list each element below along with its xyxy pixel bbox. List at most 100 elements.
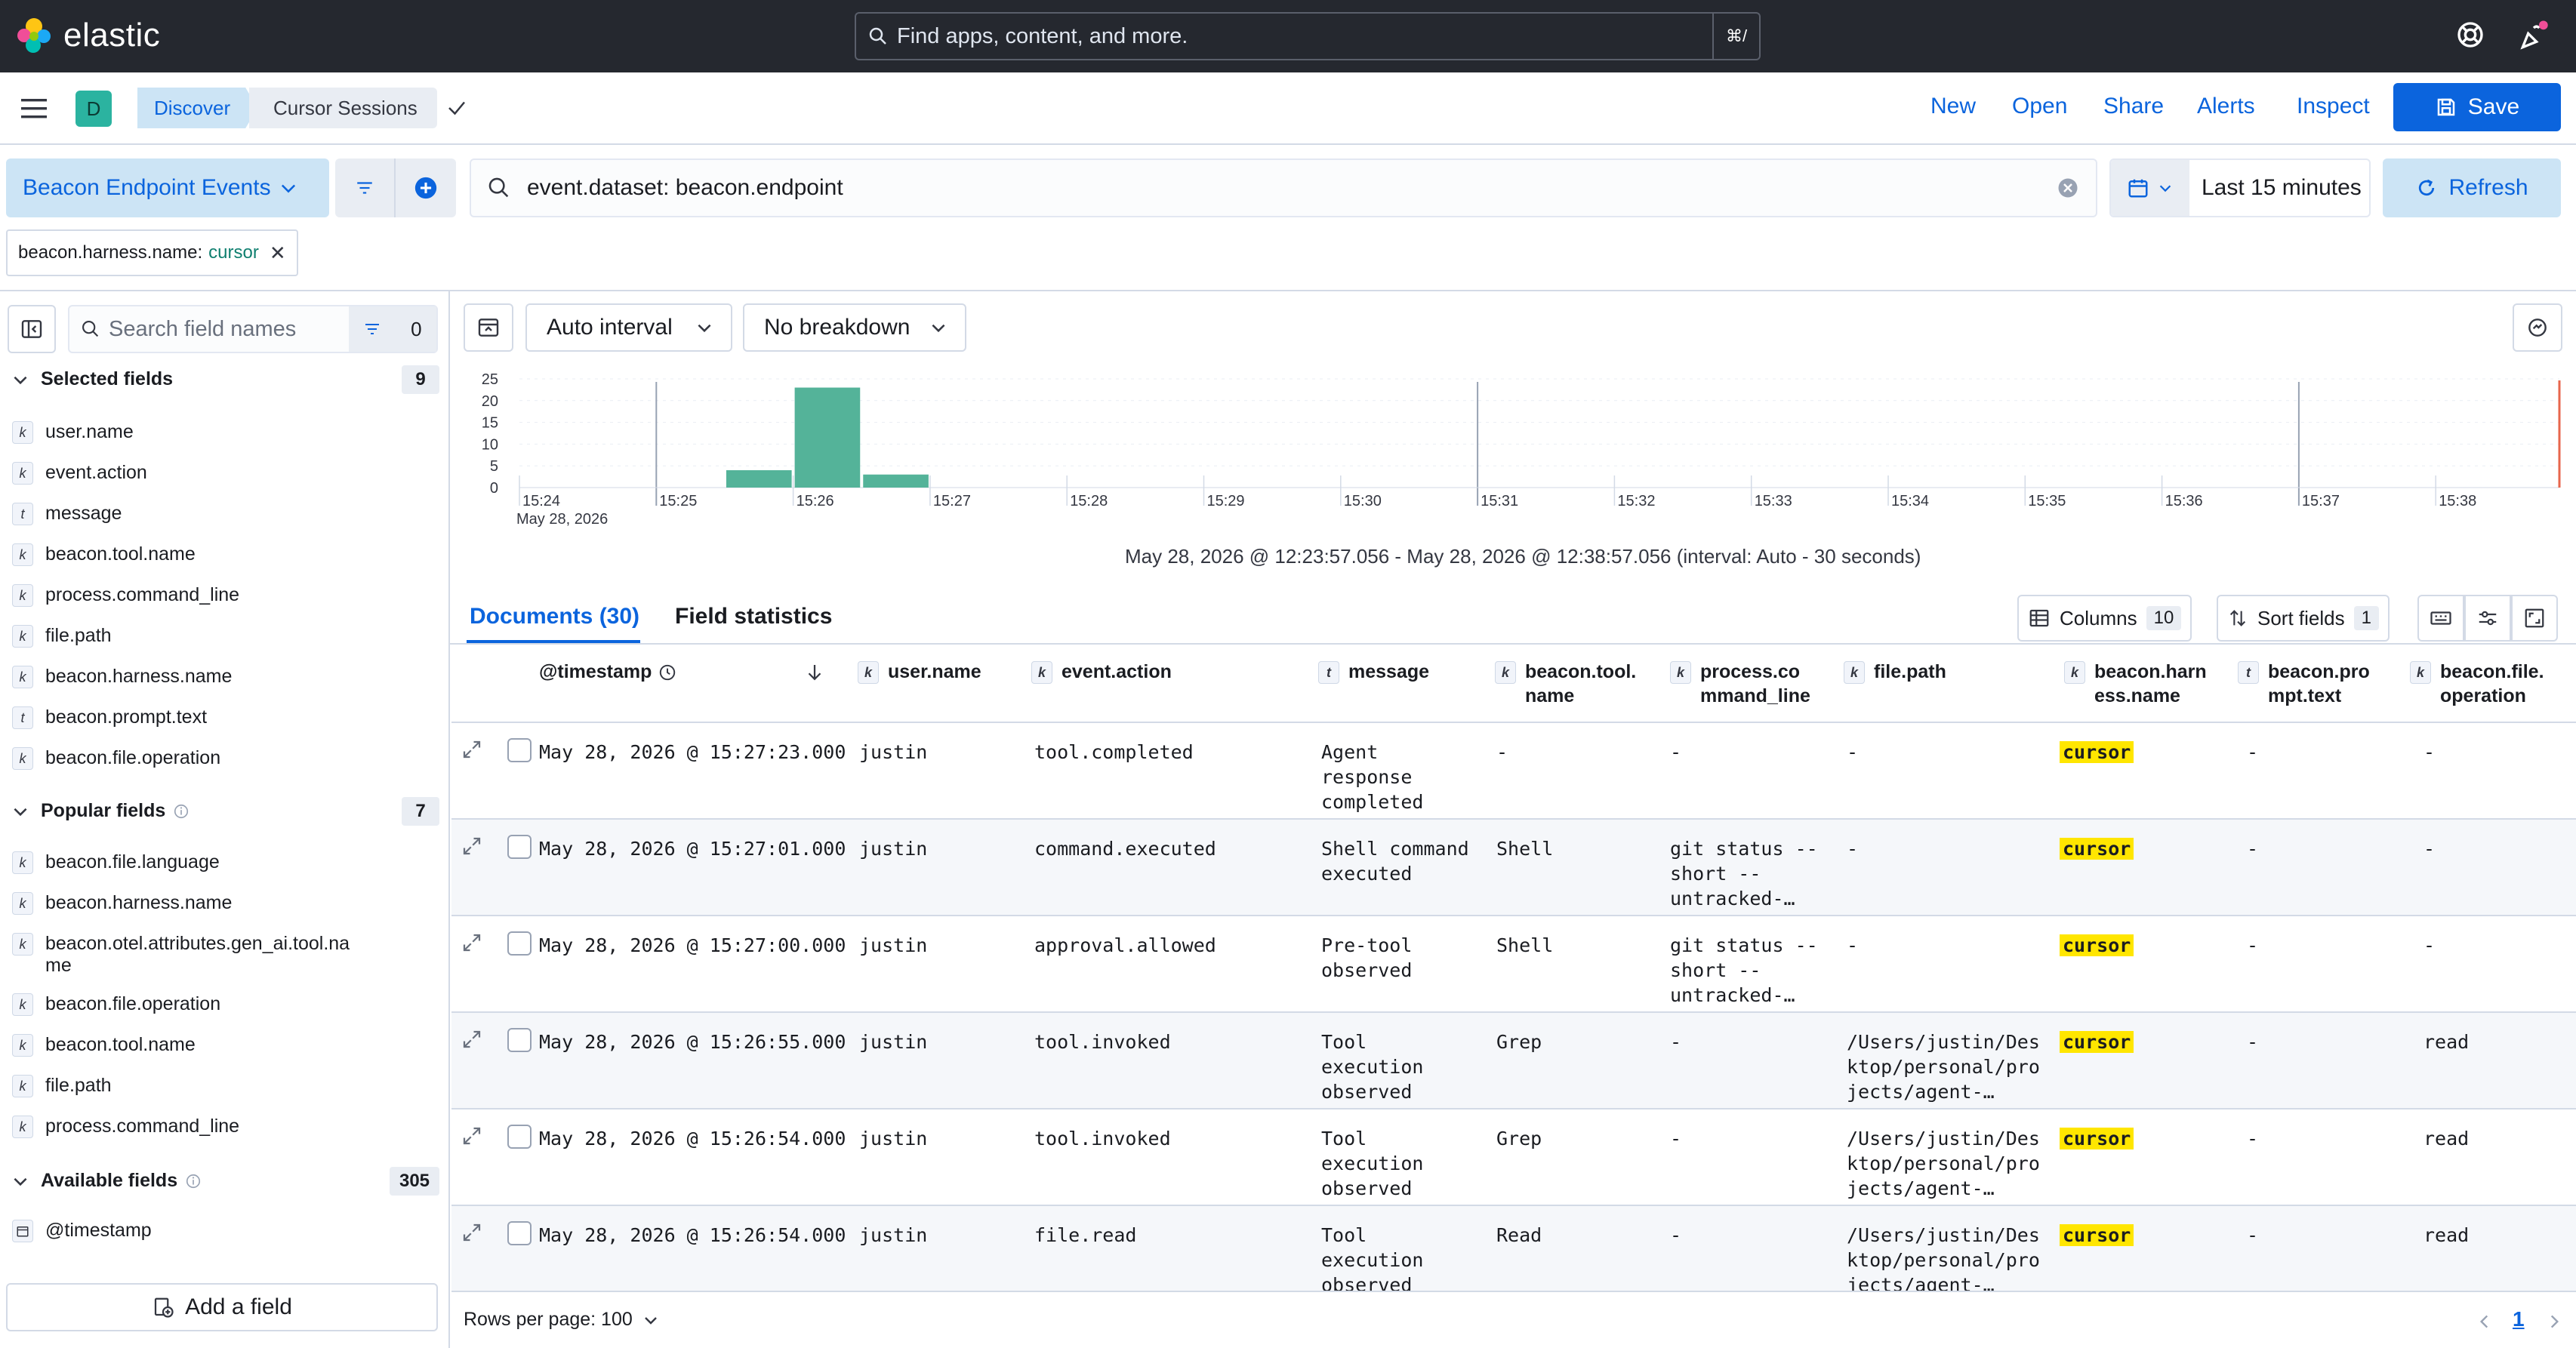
chart-options-button[interactable]: [464, 303, 513, 352]
save-button[interactable]: Save: [2393, 83, 2561, 131]
sort-fields-button[interactable]: Sort fields 1: [2217, 595, 2390, 642]
column-header[interactable]: k beacon.tool. name: [1495, 660, 1636, 708]
columns-button[interactable]: Columns 10: [2017, 595, 2192, 642]
column-header[interactable]: k user.name: [858, 660, 981, 684]
column-header[interactable]: k beacon.harn ess.name: [2064, 660, 2207, 708]
add-field-button[interactable]: Add a field: [6, 1283, 438, 1331]
field-item[interactable]: k beacon.harness.name: [12, 892, 232, 915]
fullscreen-button[interactable]: [2511, 595, 2558, 642]
newsfeed-icon[interactable]: [2517, 20, 2550, 53]
tab-field-statistics[interactable]: Field statistics: [675, 604, 833, 629]
histogram-bar[interactable]: [794, 387, 861, 488]
previous-page-icon[interactable]: [2475, 1310, 2494, 1333]
new-link[interactable]: New: [1930, 94, 1977, 118]
breakdown-selector[interactable]: No breakdown: [743, 303, 966, 352]
page-number[interactable]: 1: [2513, 1307, 2525, 1331]
histogram-chart[interactable]: 25 20 15 10 5 0 15:24 15:25 15:26 15:27 15:28 15:29…: [453, 362, 2567, 536]
table-row[interactable]: May 28, 2026 @ 15:26:54.000 justin file.re…: [451, 1206, 2576, 1303]
row-checkbox[interactable]: [507, 1028, 532, 1052]
column-header[interactable]: k beacon.file. operation: [2410, 660, 2544, 708]
histogram-bar[interactable]: [726, 469, 792, 488]
available-fields-header[interactable]: Available fields 305: [11, 1166, 439, 1196]
global-search-input[interactable]: Find apps, content, and more. ⌘/: [855, 12, 1761, 60]
inspect-link[interactable]: Inspect: [2297, 94, 2370, 118]
table-row[interactable]: May 28, 2026 @ 15:27:00.000 justin approva…: [451, 916, 2576, 1013]
table-row[interactable]: May 28, 2026 @ 15:26:54.000 justin tool.in…: [451, 1109, 2576, 1206]
tab-documents[interactable]: Documents (30): [470, 604, 640, 629]
breadcrumb-discover[interactable]: Discover: [137, 88, 257, 128]
expand-row-icon[interactable]: [461, 738, 483, 761]
field-item[interactable]: t message: [12, 503, 122, 525]
expand-row-icon[interactable]: [461, 835, 483, 857]
quick-menu-button[interactable]: [2111, 160, 2189, 216]
field-item[interactable]: k beacon.file.language: [12, 851, 220, 874]
expand-row-icon[interactable]: [461, 1221, 483, 1244]
alerts-link[interactable]: Alerts: [2197, 94, 2255, 118]
field-item[interactable]: k beacon.otel.attributes.gen_ai.tool.na me: [12, 933, 350, 977]
info-icon[interactable]: [185, 1173, 202, 1190]
field-item[interactable]: k beacon.tool.name: [12, 543, 196, 566]
field-item[interactable]: k file.path: [12, 1075, 112, 1097]
popular-fields-header[interactable]: Popular fields 7: [11, 796, 439, 826]
refresh-button[interactable]: Refresh: [2383, 158, 2561, 217]
cell-line: short --: [1670, 959, 1761, 981]
row-checkbox[interactable]: [507, 931, 532, 956]
field-item[interactable]: k event.action: [12, 462, 147, 485]
histogram-bar[interactable]: [863, 474, 929, 488]
field-search-input[interactable]: Search field names 0: [68, 305, 438, 353]
column-header[interactable]: t message: [1318, 660, 1429, 684]
table-row[interactable]: May 28, 2026 @ 15:27:23.000 justin tool.co…: [451, 723, 2576, 820]
column-header[interactable]: t beacon.pro mpt.text: [2238, 660, 2370, 708]
display-settings-button[interactable]: [2464, 595, 2511, 642]
selected-fields-header[interactable]: Selected fields 9: [11, 365, 439, 394]
row-checkbox[interactable]: [507, 1125, 532, 1149]
filter-pill[interactable]: beacon.harness.name: cursor ✕: [6, 229, 298, 276]
expand-row-icon[interactable]: [461, 1028, 483, 1051]
interval-selector[interactable]: Auto interval: [525, 303, 732, 352]
space-avatar[interactable]: D: [75, 91, 112, 127]
field-item[interactable]: k process.command_line: [12, 1116, 239, 1138]
row-checkbox[interactable]: [507, 835, 532, 859]
data-view-selector[interactable]: Beacon Endpoint Events: [6, 158, 329, 217]
filter-menu-button[interactable]: [335, 158, 396, 217]
column-header[interactable]: k event.action: [1031, 660, 1172, 684]
add-filter-button[interactable]: [396, 158, 456, 217]
elastic-logo[interactable]: elastic: [15, 17, 160, 54]
table-row[interactable]: May 28, 2026 @ 15:27:01.000 justin command…: [451, 820, 2576, 916]
field-item[interactable]: k beacon.file.operation: [12, 747, 220, 770]
table-row[interactable]: May 28, 2026 @ 15:26:55.000 justin tool.in…: [451, 1013, 2576, 1109]
row-checkbox[interactable]: [507, 738, 532, 762]
field-item[interactable]: k file.path: [12, 625, 112, 648]
chart-settings-button[interactable]: [2513, 303, 2562, 352]
info-icon[interactable]: [173, 803, 190, 820]
check-icon[interactable]: [445, 97, 468, 119]
remove-filter-icon[interactable]: ✕: [269, 241, 286, 264]
expand-row-icon[interactable]: [461, 931, 483, 954]
field-item[interactable]: @timestamp: [12, 1220, 152, 1242]
column-header-timestamp[interactable]: @timestamp: [539, 660, 677, 684]
next-page-icon[interactable]: [2544, 1310, 2564, 1333]
field-item[interactable]: k beacon.tool.name: [12, 1034, 196, 1057]
field-item[interactable]: t beacon.prompt.text: [12, 706, 207, 729]
field-item[interactable]: k process.command_line: [12, 584, 239, 607]
share-link[interactable]: Share: [2103, 94, 2165, 118]
sort-descending-icon[interactable]: [803, 661, 826, 684]
field-item[interactable]: k user.name: [12, 421, 134, 444]
clear-icon[interactable]: [2057, 177, 2079, 199]
column-header[interactable]: k file.path: [1844, 660, 1946, 684]
field-type-filter-button[interactable]: 0: [349, 306, 436, 352]
date-picker[interactable]: Last 15 minutes: [2109, 158, 2371, 217]
field-name: beacon.tool.name: [45, 543, 196, 565]
open-link[interactable]: Open: [2012, 94, 2068, 118]
field-item[interactable]: k beacon.harness.name: [12, 666, 232, 688]
expand-row-icon[interactable]: [461, 1125, 483, 1147]
collapse-sidebar-button[interactable]: [8, 305, 56, 353]
menu-icon[interactable]: [20, 97, 48, 121]
rows-per-page-selector[interactable]: Rows per page: 100: [464, 1309, 660, 1331]
field-item[interactable]: k beacon.file.operation: [12, 993, 220, 1016]
keyboard-shortcuts-button[interactable]: [2417, 595, 2464, 642]
help-icon[interactable]: [2455, 20, 2485, 50]
row-checkbox[interactable]: [507, 1221, 532, 1245]
query-bar-input[interactable]: event.dataset: beacon.endpoint: [470, 158, 2097, 217]
column-header[interactable]: k process.co mmand_line: [1670, 660, 1810, 708]
